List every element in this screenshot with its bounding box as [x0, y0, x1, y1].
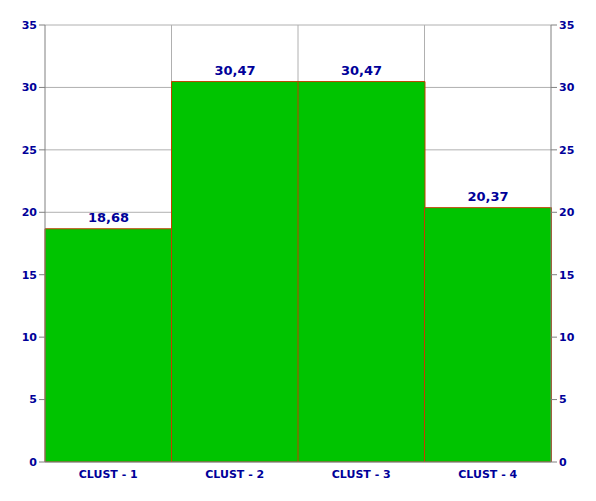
svg-text:30,47: 30,47 — [214, 63, 255, 78]
svg-text:20,37: 20,37 — [467, 189, 508, 204]
svg-text:CLUST - 2: CLUST - 2 — [205, 468, 264, 481]
svg-text:15: 15 — [22, 269, 37, 282]
svg-text:10: 10 — [559, 331, 575, 344]
svg-text:10: 10 — [22, 331, 38, 344]
svg-text:CLUST - 1: CLUST - 1 — [79, 468, 138, 481]
svg-text:35: 35 — [559, 19, 574, 32]
svg-text:CLUST - 3: CLUST - 3 — [332, 468, 391, 481]
svg-text:20: 20 — [22, 206, 38, 219]
svg-text:30: 30 — [22, 81, 38, 94]
svg-text:15: 15 — [559, 269, 574, 282]
svg-text:0: 0 — [559, 456, 567, 469]
svg-text:CLUST - 4: CLUST - 4 — [458, 468, 517, 481]
svg-text:30,47: 30,47 — [341, 63, 382, 78]
svg-text:5: 5 — [559, 393, 567, 406]
svg-text:0: 0 — [29, 456, 37, 469]
svg-text:20: 20 — [559, 206, 575, 219]
svg-text:30: 30 — [559, 81, 575, 94]
svg-text:35: 35 — [22, 19, 37, 32]
svg-text:25: 25 — [22, 144, 37, 157]
svg-text:18,68: 18,68 — [88, 210, 129, 225]
svg-text:25: 25 — [559, 144, 574, 157]
svg-text:5: 5 — [29, 393, 37, 406]
